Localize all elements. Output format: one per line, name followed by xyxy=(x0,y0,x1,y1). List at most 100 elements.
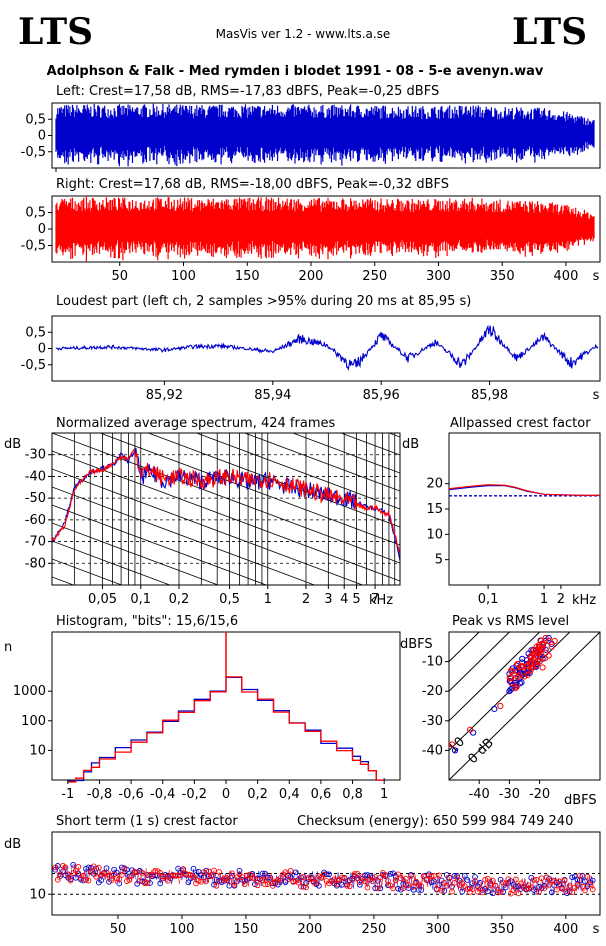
shortcrest-right-point xyxy=(177,872,184,879)
shortcrest-right-point xyxy=(54,876,61,883)
shortcrest-right-point xyxy=(484,875,491,882)
shortcrest-right-point xyxy=(548,877,555,884)
peakrms-right-point xyxy=(545,637,552,644)
shortcrest-right-point xyxy=(277,875,284,881)
shortcrest-right-point xyxy=(546,881,553,888)
logo-left: LTS xyxy=(18,11,93,53)
shortcrest-left-point xyxy=(582,878,588,885)
shortcrest-left-point xyxy=(118,864,125,871)
spectrum-slope-line xyxy=(52,468,364,585)
shortcrest-right-point xyxy=(149,871,156,878)
shortcrest-left-point xyxy=(364,872,371,878)
shortcrest-right-point xyxy=(226,878,233,885)
shortcrest-right-point xyxy=(303,884,309,891)
shortcrest-right-point xyxy=(310,879,317,886)
shortcrest-right-point xyxy=(510,887,517,894)
y-tick-label: 10 xyxy=(426,527,443,542)
shortcrest-ylabel: dB xyxy=(4,837,21,852)
histogram-title: Histogram, "bits": 15,6/15,6 xyxy=(56,614,238,629)
shortcrest-right-point xyxy=(518,880,524,887)
peakrms-right-point xyxy=(515,672,522,679)
x-tick-label: 0,8 xyxy=(342,787,363,802)
shortcrest-right-point xyxy=(502,881,509,887)
plot-frame xyxy=(448,432,601,586)
shortcrest-right-point xyxy=(587,881,594,887)
shortcrest-right-point xyxy=(531,877,537,883)
peakrms-left-point xyxy=(545,634,552,642)
shortcrest-right-point xyxy=(446,874,453,881)
x-tick-label: -20 xyxy=(529,787,550,802)
shortcrest-right-point xyxy=(190,874,197,880)
left-waveform-panel: 0,5 0-0,5 xyxy=(21,102,601,172)
shortcrest-right-point xyxy=(90,863,97,870)
spectrum-slope-line xyxy=(52,540,171,585)
spectrum-slope-line xyxy=(339,433,400,456)
shortcrest-left-point xyxy=(157,880,164,887)
shortcrest-right-point xyxy=(584,873,591,880)
loudest-part-panel: 0,5 0-0,5 85,92 85,94 85,96 85,98 s xyxy=(21,315,601,403)
histogram-right-trace xyxy=(67,676,385,783)
shortcrest-right-point xyxy=(410,883,417,890)
y-tick-label: 20 xyxy=(426,477,443,492)
shortcrest-right-point xyxy=(147,872,153,878)
spectrum-slope-line xyxy=(52,253,400,383)
shortcrest-left-point xyxy=(454,873,460,879)
shortcrest-right-point xyxy=(85,877,92,884)
shortcrest-left-point xyxy=(185,879,192,886)
x-tick-label: -0,4 xyxy=(150,787,175,802)
spectrum-grid xyxy=(52,253,400,585)
shortcrest-right-point xyxy=(113,875,120,881)
shortcrest-left-point xyxy=(472,874,478,880)
spectrum-right-trace xyxy=(52,448,400,554)
peakrms-xlabel: dBFS xyxy=(564,793,597,808)
spectrum-slope-line xyxy=(52,450,400,582)
shortcrest-right-point xyxy=(561,877,568,884)
shortcrest-right-point xyxy=(405,882,412,888)
shortcrest-right-point xyxy=(333,881,340,888)
peakrms-right-point xyxy=(525,660,533,667)
spectrum-title: Normalized average spectrum, 424 frames xyxy=(56,416,335,431)
y-tick-label: 0 xyxy=(38,129,46,144)
x-tick-label: 100 xyxy=(171,269,196,284)
shortcrest-left-point xyxy=(262,870,268,877)
shortcrest-left-point xyxy=(236,867,243,874)
shortcrest-left-point xyxy=(569,874,576,881)
x-tick-label: 300 xyxy=(425,922,450,937)
shortcrest-left-point xyxy=(98,877,105,883)
y-tick-label: -10 xyxy=(422,655,443,670)
loudest-part-title: Loudest part (left ch, 2 samples >95% du… xyxy=(56,294,471,309)
y-tick-label: 0 xyxy=(38,342,46,357)
shortcrest-right-point xyxy=(408,873,414,879)
shortcrest-right-point xyxy=(451,880,458,886)
peakrms-right-point xyxy=(524,671,531,678)
shortcrest-right-point xyxy=(159,873,166,880)
app-title: MasVis ver 1.2 - www.lts.a.se xyxy=(216,27,391,41)
shortcrest-right-point xyxy=(369,878,376,885)
shortcrest-right-point xyxy=(106,872,112,879)
peakrms-title: Peak vs RMS level xyxy=(452,614,569,629)
shortcrest-right-point xyxy=(351,871,358,877)
shortcrest-right-point xyxy=(354,870,361,877)
allpassed-title: Allpassed crest factor xyxy=(450,416,591,431)
y-tick-label: 0,5 xyxy=(25,112,46,127)
shortcrest-right-point xyxy=(252,875,258,882)
peakrms-right-point xyxy=(529,647,537,654)
histogram-ylabel: n xyxy=(4,640,12,655)
shortcrest-right-point xyxy=(57,871,64,878)
shortcrest-right-point xyxy=(139,870,146,876)
x-tick-label: -0,8 xyxy=(87,787,112,802)
x-tick-label: 0,05 xyxy=(88,592,117,607)
shortcrest-right-point xyxy=(269,883,276,889)
shortcrest-right-point xyxy=(88,869,94,876)
shortcrest-right-point xyxy=(93,873,100,880)
shortcrest-right-point xyxy=(131,869,138,876)
shortcrest-right-point xyxy=(349,877,356,883)
spectrum-slope-line xyxy=(52,522,220,585)
shortcrest-left-point xyxy=(502,884,509,891)
shortcrest-right-point xyxy=(62,864,69,871)
peakrms-right-point xyxy=(513,683,520,690)
x-tick-label: -0,6 xyxy=(118,787,143,802)
shortcrest-right-point xyxy=(116,876,123,882)
y-tick-label: -20 xyxy=(422,684,443,699)
